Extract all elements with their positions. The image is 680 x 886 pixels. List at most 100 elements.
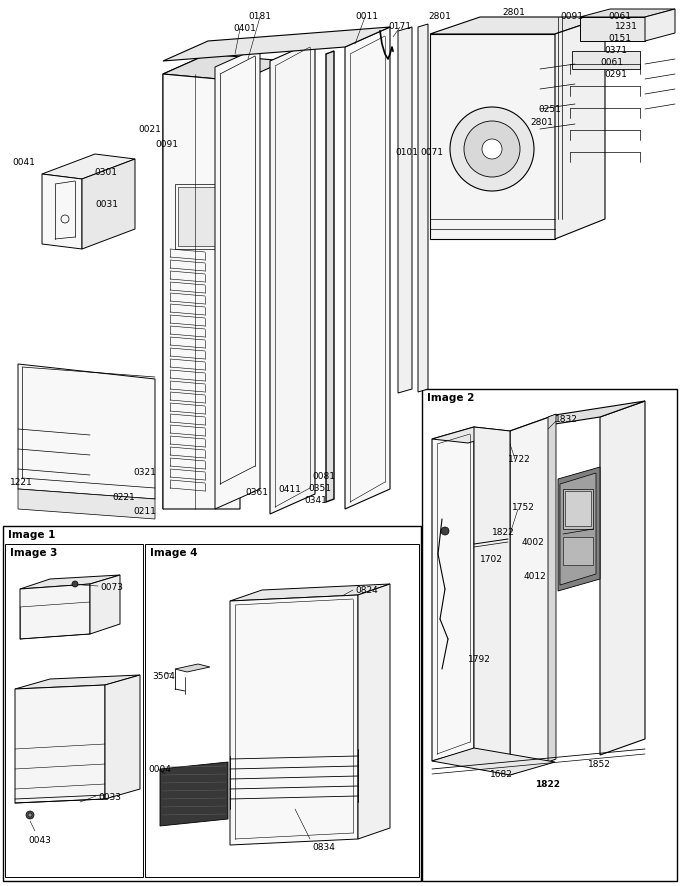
Text: 2801: 2801 — [502, 8, 525, 17]
Polygon shape — [580, 18, 645, 42]
Text: 0371: 0371 — [604, 46, 627, 55]
Text: 0101: 0101 — [395, 148, 418, 157]
Polygon shape — [418, 25, 428, 392]
Bar — [145, 544, 419, 877]
Polygon shape — [432, 748, 555, 775]
Polygon shape — [163, 75, 240, 509]
Text: 0411: 0411 — [278, 485, 301, 494]
Polygon shape — [82, 159, 135, 250]
Text: 0081: 0081 — [312, 471, 335, 480]
Text: 0021: 0021 — [138, 125, 161, 134]
Text: 1682: 1682 — [490, 769, 513, 778]
Circle shape — [464, 122, 520, 178]
Polygon shape — [430, 35, 555, 240]
Text: 1722: 1722 — [508, 455, 531, 463]
Text: 0341: 0341 — [304, 495, 327, 504]
Text: 2801: 2801 — [530, 118, 553, 127]
Text: 0221: 0221 — [112, 493, 135, 501]
Text: 1231: 1231 — [615, 22, 638, 31]
Polygon shape — [42, 155, 135, 180]
Text: 0061: 0061 — [600, 58, 623, 67]
Polygon shape — [163, 28, 390, 62]
Polygon shape — [558, 468, 600, 591]
Text: 3504: 3504 — [152, 672, 175, 680]
Polygon shape — [645, 10, 675, 42]
Bar — [3, 526, 421, 881]
Polygon shape — [105, 675, 140, 799]
Bar — [175, 185, 230, 250]
Text: 1822: 1822 — [535, 779, 560, 789]
Polygon shape — [20, 575, 120, 589]
Text: Image 4: Image 4 — [150, 548, 197, 557]
Polygon shape — [560, 473, 596, 586]
Polygon shape — [15, 685, 105, 803]
Polygon shape — [215, 48, 260, 509]
Text: 0041: 0041 — [12, 158, 35, 167]
Polygon shape — [42, 175, 82, 250]
Text: 2801: 2801 — [428, 12, 451, 21]
Polygon shape — [230, 595, 358, 845]
Bar — [422, 390, 677, 881]
Text: 0043: 0043 — [29, 835, 52, 844]
Polygon shape — [432, 428, 474, 761]
Polygon shape — [580, 10, 675, 18]
Text: 0181: 0181 — [248, 12, 271, 21]
Polygon shape — [432, 428, 510, 444]
Polygon shape — [398, 28, 412, 393]
Circle shape — [26, 811, 34, 819]
Polygon shape — [548, 415, 556, 762]
Text: 1221: 1221 — [10, 478, 33, 486]
Text: 0011: 0011 — [355, 12, 378, 21]
Polygon shape — [474, 428, 510, 775]
Polygon shape — [160, 762, 228, 826]
Text: 0291: 0291 — [604, 70, 627, 79]
Bar — [5, 544, 143, 877]
Polygon shape — [163, 55, 208, 509]
Text: 0091: 0091 — [560, 12, 583, 21]
Text: 0151: 0151 — [608, 34, 631, 43]
Polygon shape — [230, 585, 390, 602]
Polygon shape — [430, 18, 605, 35]
Bar — [572, 52, 640, 70]
Text: 0401: 0401 — [233, 24, 256, 33]
Circle shape — [28, 813, 32, 817]
Bar — [565, 492, 591, 526]
Text: 1822: 1822 — [492, 527, 515, 536]
Text: 0251: 0251 — [538, 105, 561, 114]
Polygon shape — [270, 42, 315, 515]
Text: 1832: 1832 — [555, 415, 578, 424]
Text: 0071: 0071 — [420, 148, 443, 157]
Text: 0361: 0361 — [245, 487, 268, 496]
Text: 0824: 0824 — [355, 586, 378, 595]
Text: 1752: 1752 — [512, 502, 535, 511]
Text: 0351: 0351 — [308, 484, 331, 493]
Text: 0004: 0004 — [148, 764, 171, 773]
Polygon shape — [20, 585, 90, 640]
Circle shape — [441, 527, 449, 535]
Circle shape — [450, 108, 534, 191]
Bar — [563, 538, 593, 565]
Text: 1702: 1702 — [480, 555, 503, 563]
Text: 0033: 0033 — [98, 792, 121, 801]
Text: Image 1: Image 1 — [8, 530, 55, 540]
Text: 1792: 1792 — [468, 654, 491, 664]
Text: 0211: 0211 — [133, 507, 156, 516]
Polygon shape — [345, 28, 390, 509]
Text: 0061: 0061 — [608, 12, 631, 21]
Polygon shape — [358, 585, 390, 839]
Text: 0171: 0171 — [388, 22, 411, 31]
Polygon shape — [175, 664, 210, 672]
Text: 4012: 4012 — [524, 571, 547, 580]
Text: 0301: 0301 — [94, 167, 117, 177]
Circle shape — [72, 581, 78, 587]
Polygon shape — [90, 575, 120, 634]
Text: 1852: 1852 — [588, 759, 611, 768]
Text: Image 3: Image 3 — [10, 548, 57, 557]
Polygon shape — [18, 364, 155, 500]
Polygon shape — [18, 489, 155, 519]
Text: 0031: 0031 — [95, 199, 118, 209]
Polygon shape — [555, 18, 605, 240]
Text: 4002: 4002 — [522, 538, 545, 547]
Text: 0321: 0321 — [133, 468, 156, 477]
Circle shape — [482, 140, 502, 159]
